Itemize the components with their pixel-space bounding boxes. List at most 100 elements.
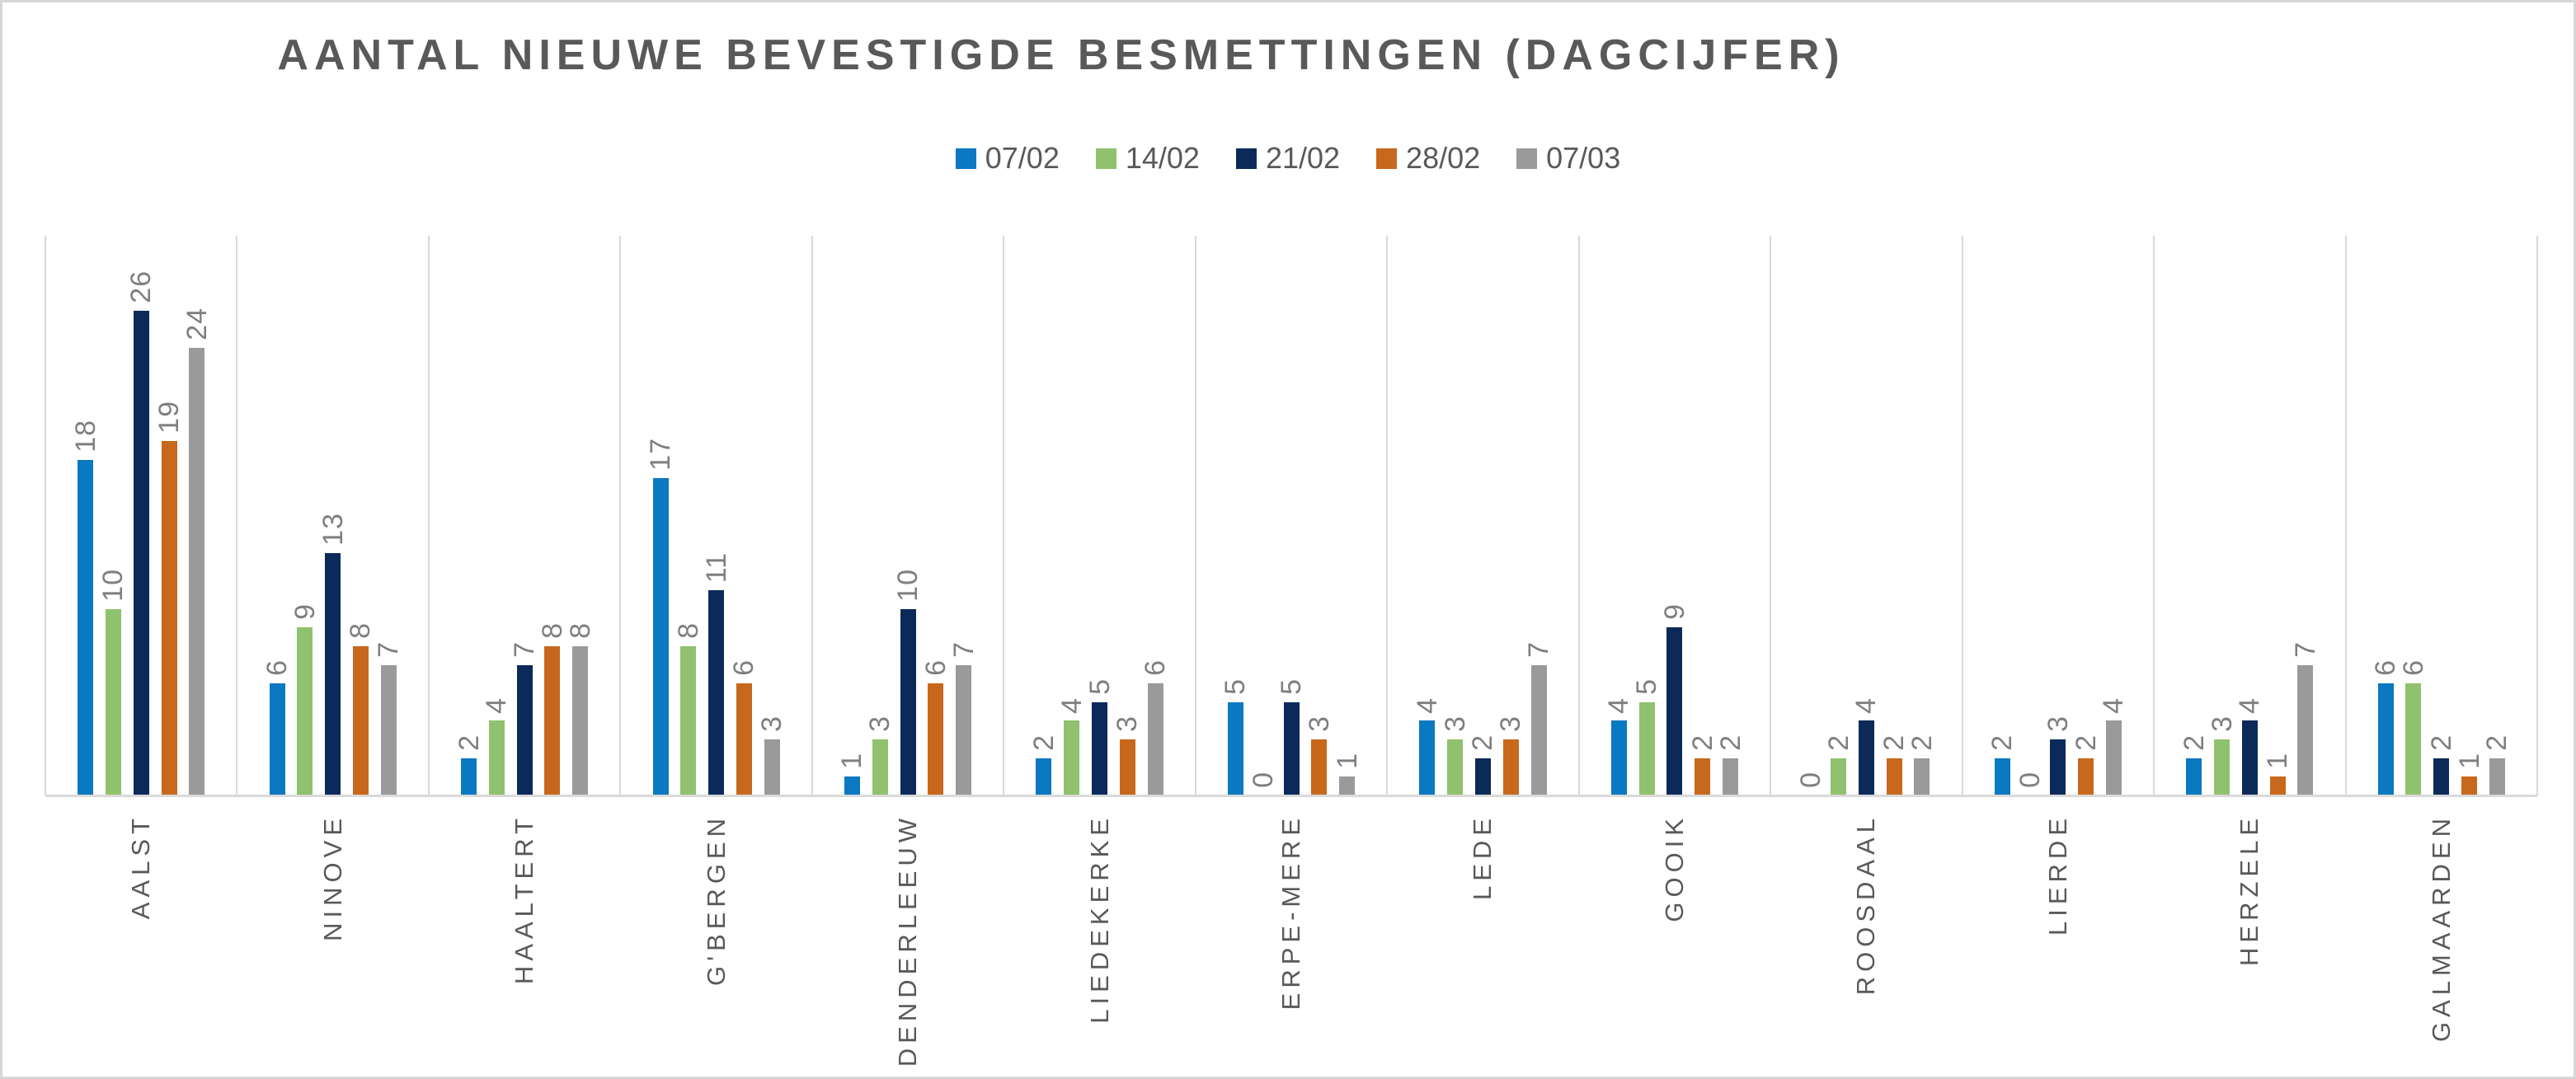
gridline <box>236 236 238 795</box>
bar-28/02-roosdaal <box>1886 758 1902 795</box>
bar-value-label: 10 <box>97 568 129 602</box>
bar-value-label: 3 <box>1495 715 1527 733</box>
bar-value-label: 8 <box>672 622 704 639</box>
bar-28/02-aalst <box>161 440 177 795</box>
bar-value-label: 2 <box>1714 734 1746 751</box>
bar-28/02-liedekerke <box>1119 739 1135 795</box>
bar-07/02-haaltert <box>461 758 477 795</box>
bar-07/02-lede <box>1419 720 1436 795</box>
bar-value-label: 3 <box>864 715 896 733</box>
legend-item-28/02: 28/02 <box>1376 141 1480 176</box>
bar-21/02-ninove <box>325 552 341 795</box>
category-label-gooik: GOOIK <box>1659 814 1689 922</box>
bar-value-label: 0 <box>1248 772 1280 788</box>
bar-value-label: 18 <box>69 419 101 453</box>
bar-value-label: 7 <box>1523 640 1555 658</box>
bar-value-label: 4 <box>1603 697 1635 714</box>
bar-07/02-liedekerke <box>1036 758 1052 795</box>
bar-value-label: 7 <box>2289 640 2321 658</box>
bar-value-label: 4 <box>2098 697 2130 714</box>
bar-value-label: 5 <box>1276 678 1307 695</box>
plot-area: 18 10 26 19 24 6 9 13 8 7 2 4 7 8 8 17 8 11 6 3 1 3 10 6 7 2 4 5 3 6 5… <box>45 236 2538 795</box>
gridline <box>619 236 622 795</box>
bar-value-label: 19 <box>153 401 186 434</box>
gridline <box>1386 236 1389 795</box>
bar-value-label: 7 <box>509 640 541 658</box>
bar-14/02-herzele <box>2214 739 2230 795</box>
bar-value-label: 9 <box>1658 603 1690 621</box>
gridline <box>1003 236 1005 795</box>
legend-label: 14/02 <box>1125 141 1200 175</box>
category-label-aalst: AALST <box>126 814 156 920</box>
bar-07/03-ninove <box>380 664 397 795</box>
bar-value-label: 8 <box>536 622 568 639</box>
bar-value-label: 3 <box>756 715 788 733</box>
bar-value-label: 5 <box>1631 678 1663 695</box>
bar-28/02-haaltert <box>544 645 561 795</box>
bar-value-label: 2 <box>2178 734 2210 751</box>
bar-value-label: 17 <box>645 438 676 471</box>
bar-value-label: 4 <box>1411 697 1443 714</box>
bar-14/02-gooik <box>1638 701 1655 795</box>
gridline <box>2153 236 2155 795</box>
gridline <box>1770 236 1772 795</box>
legend-item-07/02: 07/02 <box>955 141 1060 176</box>
bar-value-label: 2 <box>1878 734 1911 751</box>
category-label-ninove: NINOVE <box>317 814 347 941</box>
bar-value-label: 4 <box>481 697 513 714</box>
bar-value-label: 2 <box>1986 734 2019 751</box>
legend-label: 28/02 <box>1406 141 1481 175</box>
chart-title: AANTAL NIEUWE BEVESTIGDE BESMETTINGEN (D… <box>277 31 1845 79</box>
bar-14/02-g'bergen <box>680 645 697 795</box>
bar-value-label: 1 <box>1331 753 1363 770</box>
bar-07/03-g'bergen <box>764 739 780 795</box>
bar-value-label: 6 <box>2370 659 2402 677</box>
bar-14/02-haaltert <box>488 720 505 795</box>
legend-swatch-icon <box>1376 148 1398 169</box>
gridline <box>1577 236 1580 795</box>
bar-07/02-gooik <box>1610 720 1627 795</box>
bar-28/02-erpe-mere <box>1311 739 1328 795</box>
bar-value-label: 2 <box>1686 734 1718 751</box>
bar-28/02-lede <box>1502 739 1519 795</box>
bar-07/03-roosdaal <box>1914 758 1930 795</box>
bar-21/02-erpe-mere <box>1283 701 1300 795</box>
bar-value-label: 2 <box>1906 734 1938 751</box>
bar-07/03-erpe-mere <box>1339 776 1356 795</box>
gridline <box>45 236 46 795</box>
bar-value-label: 5 <box>1220 678 1252 695</box>
category-label-lierde: LIERDE <box>2042 814 2072 936</box>
bar-28/02-gooik <box>1695 758 1711 795</box>
bar-28/02-herzele <box>2269 776 2286 795</box>
bar-value-label: 6 <box>728 659 760 677</box>
category-label-erpe-mere: ERPE-MERE <box>1276 814 1305 1011</box>
bar-07/02-g'bergen <box>652 478 669 795</box>
bar-value-label: 2 <box>2070 734 2102 751</box>
bar-21/02-lede <box>1474 758 1491 795</box>
bar-28/02-lierde <box>2078 758 2094 795</box>
bar-value-label: 3 <box>1303 715 1335 733</box>
bar-value-label: 2 <box>453 734 485 751</box>
bar-21/02-roosdaal <box>1858 720 1874 795</box>
category-label-denderleeuw: DENDERLEEUW <box>893 814 923 1067</box>
legend-swatch-icon <box>1235 148 1257 169</box>
bar-07/03-gooik <box>1723 758 1739 795</box>
bar-21/02-liedekerke <box>1092 701 1108 795</box>
bar-14/02-lede <box>1447 739 1464 795</box>
bar-value-label: 2 <box>1027 734 1060 751</box>
bar-07/02-galmaarden <box>2377 683 2394 795</box>
bar-21/02-galmaarden <box>2433 758 2450 795</box>
gridline <box>811 236 813 795</box>
category-label-herzele: HERZELE <box>2235 814 2264 966</box>
bar-28/02-ninove <box>352 645 369 795</box>
bar-value-label: 4 <box>1850 697 1883 714</box>
bar-21/02-denderleeuw <box>900 608 916 795</box>
bar-07/03-aalst <box>189 347 205 795</box>
bar-21/02-herzele <box>2241 720 2258 795</box>
bar-21/02-aalst <box>133 310 149 795</box>
bar-value-label: 2 <box>2481 734 2513 751</box>
bar-14/02-ninove <box>297 627 313 795</box>
category-axis: AALST NINOVE HAALTERT G'BERGEN DENDERLEEUW LI… <box>45 814 2537 1077</box>
bar-07/03-lierde <box>2105 720 2122 795</box>
bar-value-label: 3 <box>1439 715 1471 733</box>
